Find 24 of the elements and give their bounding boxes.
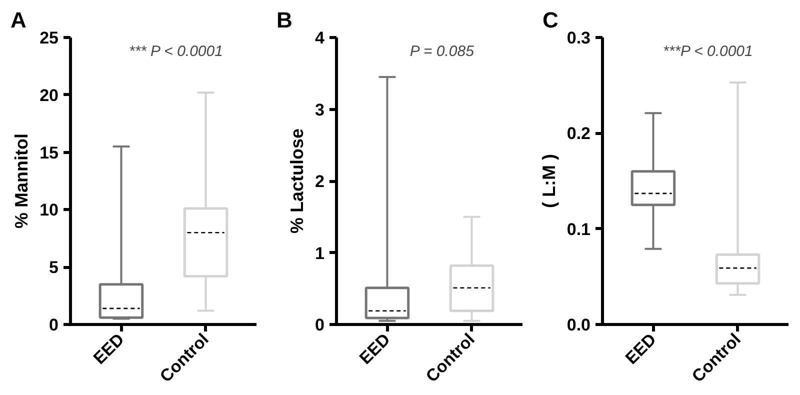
y-tick-label: 1 [315, 244, 325, 263]
annotation: P = 0.085 [410, 43, 475, 60]
y-tick-label: 0.2 [566, 124, 591, 144]
y-tick-label: 10 [40, 200, 59, 220]
y-tick-label: 5 [49, 258, 59, 278]
y-tick-label: 2 [315, 172, 325, 191]
y-tick-label: 4 [315, 28, 326, 48]
chart-title: C [542, 8, 558, 32]
y-tick-label: 15 [40, 143, 59, 162]
y-tick-label: 3 [315, 100, 325, 120]
y-tick-label: 0 [315, 316, 325, 334]
chart-title: A [10, 8, 26, 32]
y-axis-title: ( L:M ) [538, 154, 559, 208]
y-tick-label: 0 [49, 316, 59, 334]
y-tick-label: 0.1 [566, 220, 591, 239]
annotation: *** P < 0.0001 [128, 43, 223, 60]
y-tick-label: 25 [40, 28, 59, 48]
y-axis-title: % Mannitol [12, 133, 32, 228]
y-tick-label: 0.0 [566, 316, 591, 334]
y-tick-label: 20 [40, 86, 59, 105]
chart-title: B [276, 8, 292, 32]
y-tick-label: 0.3 [566, 28, 591, 48]
y-axis-title: % Lactulose [287, 128, 308, 234]
annotation: ***P < 0.0001 [662, 43, 753, 60]
